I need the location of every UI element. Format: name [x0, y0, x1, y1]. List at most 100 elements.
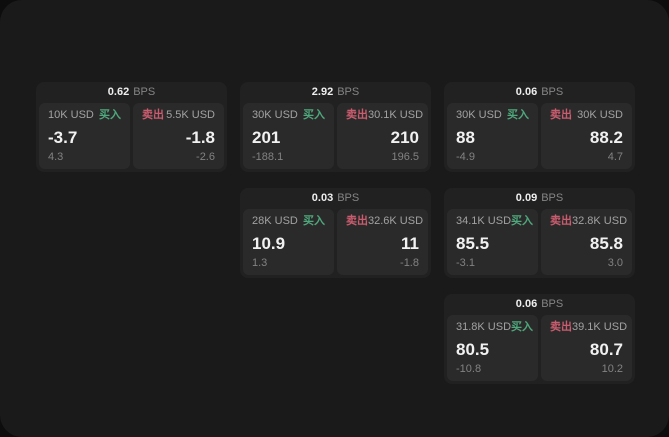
buy-tile[interactable]: 31.8K USD 买入 80.5 -10.8 — [447, 315, 538, 381]
sell-amount: 39.1K USD — [572, 321, 628, 333]
sell-price: -1.8 — [185, 128, 215, 147]
spread-unit: BPS — [541, 192, 564, 204]
quote-card: 0.62 BPS 10K USD 买入 -3.7 4.3 卖出 5.5K USD — [36, 82, 227, 172]
sell-tile-top: 卖出 30.1K USD — [346, 109, 423, 121]
buy-delta: -188.1 — [252, 151, 284, 163]
sell-tile-top: 卖出 30K USD — [550, 110, 623, 121]
quote-body: 34.1K USD 买入 85.5 -3.1 卖出 32.8K USD 85.8… — [444, 209, 635, 278]
buy-delta: -10.8 — [456, 363, 482, 375]
sell-delta: 3.0 — [607, 257, 623, 269]
buy-price: -3.7 — [48, 128, 78, 147]
sell-amount: 5.5K USD — [166, 109, 215, 121]
sell-price: 80.7 — [589, 340, 623, 359]
quote-body: 31.8K USD 买入 80.5 -10.8 卖出 39.1K USD 80.… — [444, 315, 635, 384]
buy-amount: 34.1K USD — [456, 215, 512, 227]
sell-delta: 10.2 — [601, 363, 623, 375]
quote-body: 30K USD 买入 201 -188.1 卖出 30.1K USD 210 1… — [240, 103, 431, 172]
sell-delta: -1.8 — [400, 257, 419, 269]
spread-header: 0.62 BPS — [36, 82, 227, 103]
spread-header: 0.09 BPS — [444, 188, 635, 209]
sell-tile[interactable]: 卖出 30K USD 88.2 4.7 — [541, 103, 632, 169]
sell-tile[interactable]: 卖出 5.5K USD -1.8 -2.6 — [133, 103, 224, 169]
buy-amount: 28K USD — [252, 215, 298, 227]
buy-tile[interactable]: 30K USD 买入 201 -188.1 — [243, 103, 334, 169]
sell-delta: -2.6 — [196, 151, 215, 163]
sell-price: 88.2 — [589, 128, 623, 147]
buy-tile[interactable]: 10K USD 买入 -3.7 4.3 — [39, 103, 130, 169]
spread-value: 2.92 — [311, 86, 334, 98]
buy-tile-top: 31.8K USD 买入 — [456, 321, 533, 333]
quote-card: 2.92 BPS 30K USD 买入 201 -188.1 卖出 30.1K … — [240, 82, 431, 172]
spread-value: 0.62 — [107, 86, 130, 98]
sell-tile[interactable]: 卖出 30.1K USD 210 196.5 — [337, 103, 428, 169]
quote-body: 28K USD 买入 10.9 1.3 卖出 32.6K USD 11 -1.8 — [240, 209, 431, 278]
spread-header: 0.06 BPS — [444, 82, 635, 103]
quote-card: 0.06 BPS 30K USD 买入 88 -4.9 卖出 30K USD — [444, 82, 635, 172]
spread-header: 0.03 BPS — [240, 188, 431, 209]
buy-amount: 10K USD — [48, 109, 94, 121]
buy-price: 85.5 — [456, 234, 490, 253]
buy-delta: -4.9 — [456, 151, 475, 163]
sell-tile-top: 卖出 39.1K USD — [550, 321, 627, 333]
buy-label[interactable]: 买入 — [511, 321, 534, 333]
sell-label[interactable]: 卖出 — [346, 109, 368, 121]
sell-label[interactable]: 卖出 — [346, 215, 368, 227]
sell-tile-top: 卖出 32.8K USD — [550, 215, 627, 227]
sell-amount: 32.8K USD — [572, 215, 628, 227]
buy-price: 80.5 — [456, 340, 490, 359]
buy-tile[interactable]: 30K USD 买入 88 -4.9 — [447, 103, 538, 169]
buy-price: 201 — [252, 128, 281, 147]
sell-amount: 30K USD — [577, 109, 623, 121]
sell-delta: 196.5 — [391, 151, 419, 163]
buy-tile-top: 10K USD 买入 — [48, 110, 121, 121]
quote-body: 10K USD 买入 -3.7 4.3 卖出 5.5K USD -1.8 -2.… — [36, 103, 227, 172]
spread-value: 0.09 — [515, 192, 538, 204]
quote-card: 0.09 BPS 34.1K USD 买入 85.5 -3.1 卖出 32.8K… — [444, 188, 635, 278]
buy-tile-top: 30K USD 买入 — [252, 110, 325, 121]
spread-unit: BPS — [133, 86, 156, 98]
spread-unit: BPS — [541, 298, 564, 310]
buy-tile[interactable]: 28K USD 买入 10.9 1.3 — [243, 209, 334, 275]
buy-label[interactable]: 买入 — [303, 109, 325, 121]
buy-price: 10.9 — [252, 234, 286, 253]
buy-label[interactable]: 买入 — [507, 109, 529, 121]
spread-unit: BPS — [337, 86, 360, 98]
buy-tile-top: 30K USD 买入 — [456, 110, 529, 121]
sell-price: 210 — [390, 128, 419, 147]
spread-unit: BPS — [541, 86, 564, 98]
spread-header: 2.92 BPS — [240, 82, 431, 103]
quote-card: 0.06 BPS 31.8K USD 买入 80.5 -10.8 卖出 39.1… — [444, 294, 635, 384]
sell-amount: 30.1K USD — [368, 109, 424, 121]
spread-value: 0.06 — [515, 86, 538, 98]
quote-card: 0.03 BPS 28K USD 买入 10.9 1.3 卖出 32.6K US… — [240, 188, 431, 278]
buy-delta: -3.1 — [456, 257, 475, 269]
spread-value: 0.06 — [515, 298, 538, 310]
sell-label[interactable]: 卖出 — [550, 215, 572, 227]
spread-unit: BPS — [337, 192, 360, 204]
sell-tile-top: 卖出 5.5K USD — [142, 110, 215, 121]
buy-label[interactable]: 买入 — [511, 215, 534, 227]
sell-label[interactable]: 卖出 — [550, 321, 572, 333]
buy-label[interactable]: 买入 — [99, 109, 121, 121]
sell-tile[interactable]: 卖出 39.1K USD 80.7 10.2 — [541, 315, 632, 381]
buy-delta: 1.3 — [252, 257, 268, 269]
sell-label[interactable]: 卖出 — [142, 109, 164, 121]
sell-price: 85.8 — [589, 234, 623, 253]
buy-amount: 30K USD — [252, 109, 298, 121]
sell-label[interactable]: 卖出 — [550, 109, 572, 121]
buy-label[interactable]: 买入 — [303, 215, 325, 227]
buy-tile-top: 34.1K USD 买入 — [456, 215, 533, 227]
buy-amount: 30K USD — [456, 109, 502, 121]
sell-tile[interactable]: 卖出 32.8K USD 85.8 3.0 — [541, 209, 632, 275]
buy-price: 88 — [456, 128, 475, 147]
spread-header: 0.06 BPS — [444, 294, 635, 315]
sell-amount: 32.6K USD — [368, 215, 424, 227]
buy-amount: 31.8K USD — [456, 321, 512, 333]
quote-body: 30K USD 买入 88 -4.9 卖出 30K USD 88.2 4.7 — [444, 103, 635, 172]
buy-tile[interactable]: 34.1K USD 买入 85.5 -3.1 — [447, 209, 538, 275]
sell-tile-top: 卖出 32.6K USD — [346, 215, 423, 227]
sell-delta: 4.7 — [607, 151, 623, 163]
sell-tile[interactable]: 卖出 32.6K USD 11 -1.8 — [337, 209, 428, 275]
